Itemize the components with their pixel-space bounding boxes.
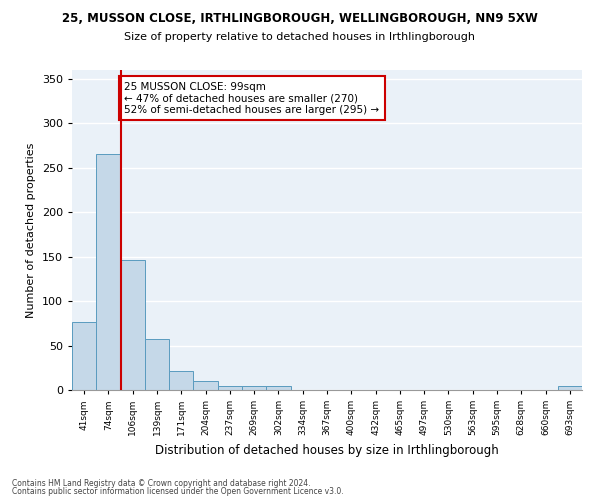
- Text: Contains public sector information licensed under the Open Government Licence v3: Contains public sector information licen…: [12, 487, 344, 496]
- Text: Contains HM Land Registry data © Crown copyright and database right 2024.: Contains HM Land Registry data © Crown c…: [12, 478, 311, 488]
- Bar: [193, 381, 218, 390]
- Bar: [242, 386, 266, 390]
- Bar: [218, 386, 242, 390]
- X-axis label: Distribution of detached houses by size in Irthlingborough: Distribution of detached houses by size …: [155, 444, 499, 456]
- Text: 25 MUSSON CLOSE: 99sqm
← 47% of detached houses are smaller (270)
52% of semi-de: 25 MUSSON CLOSE: 99sqm ← 47% of detached…: [124, 82, 379, 115]
- Bar: [121, 260, 145, 390]
- Bar: [96, 154, 121, 390]
- Bar: [169, 372, 193, 390]
- Text: Size of property relative to detached houses in Irthlingborough: Size of property relative to detached ho…: [125, 32, 476, 42]
- Bar: [72, 322, 96, 390]
- Bar: [145, 340, 169, 390]
- Text: 25, MUSSON CLOSE, IRTHLINGBOROUGH, WELLINGBOROUGH, NN9 5XW: 25, MUSSON CLOSE, IRTHLINGBOROUGH, WELLI…: [62, 12, 538, 26]
- Bar: [266, 386, 290, 390]
- Bar: [558, 386, 582, 390]
- Y-axis label: Number of detached properties: Number of detached properties: [26, 142, 36, 318]
